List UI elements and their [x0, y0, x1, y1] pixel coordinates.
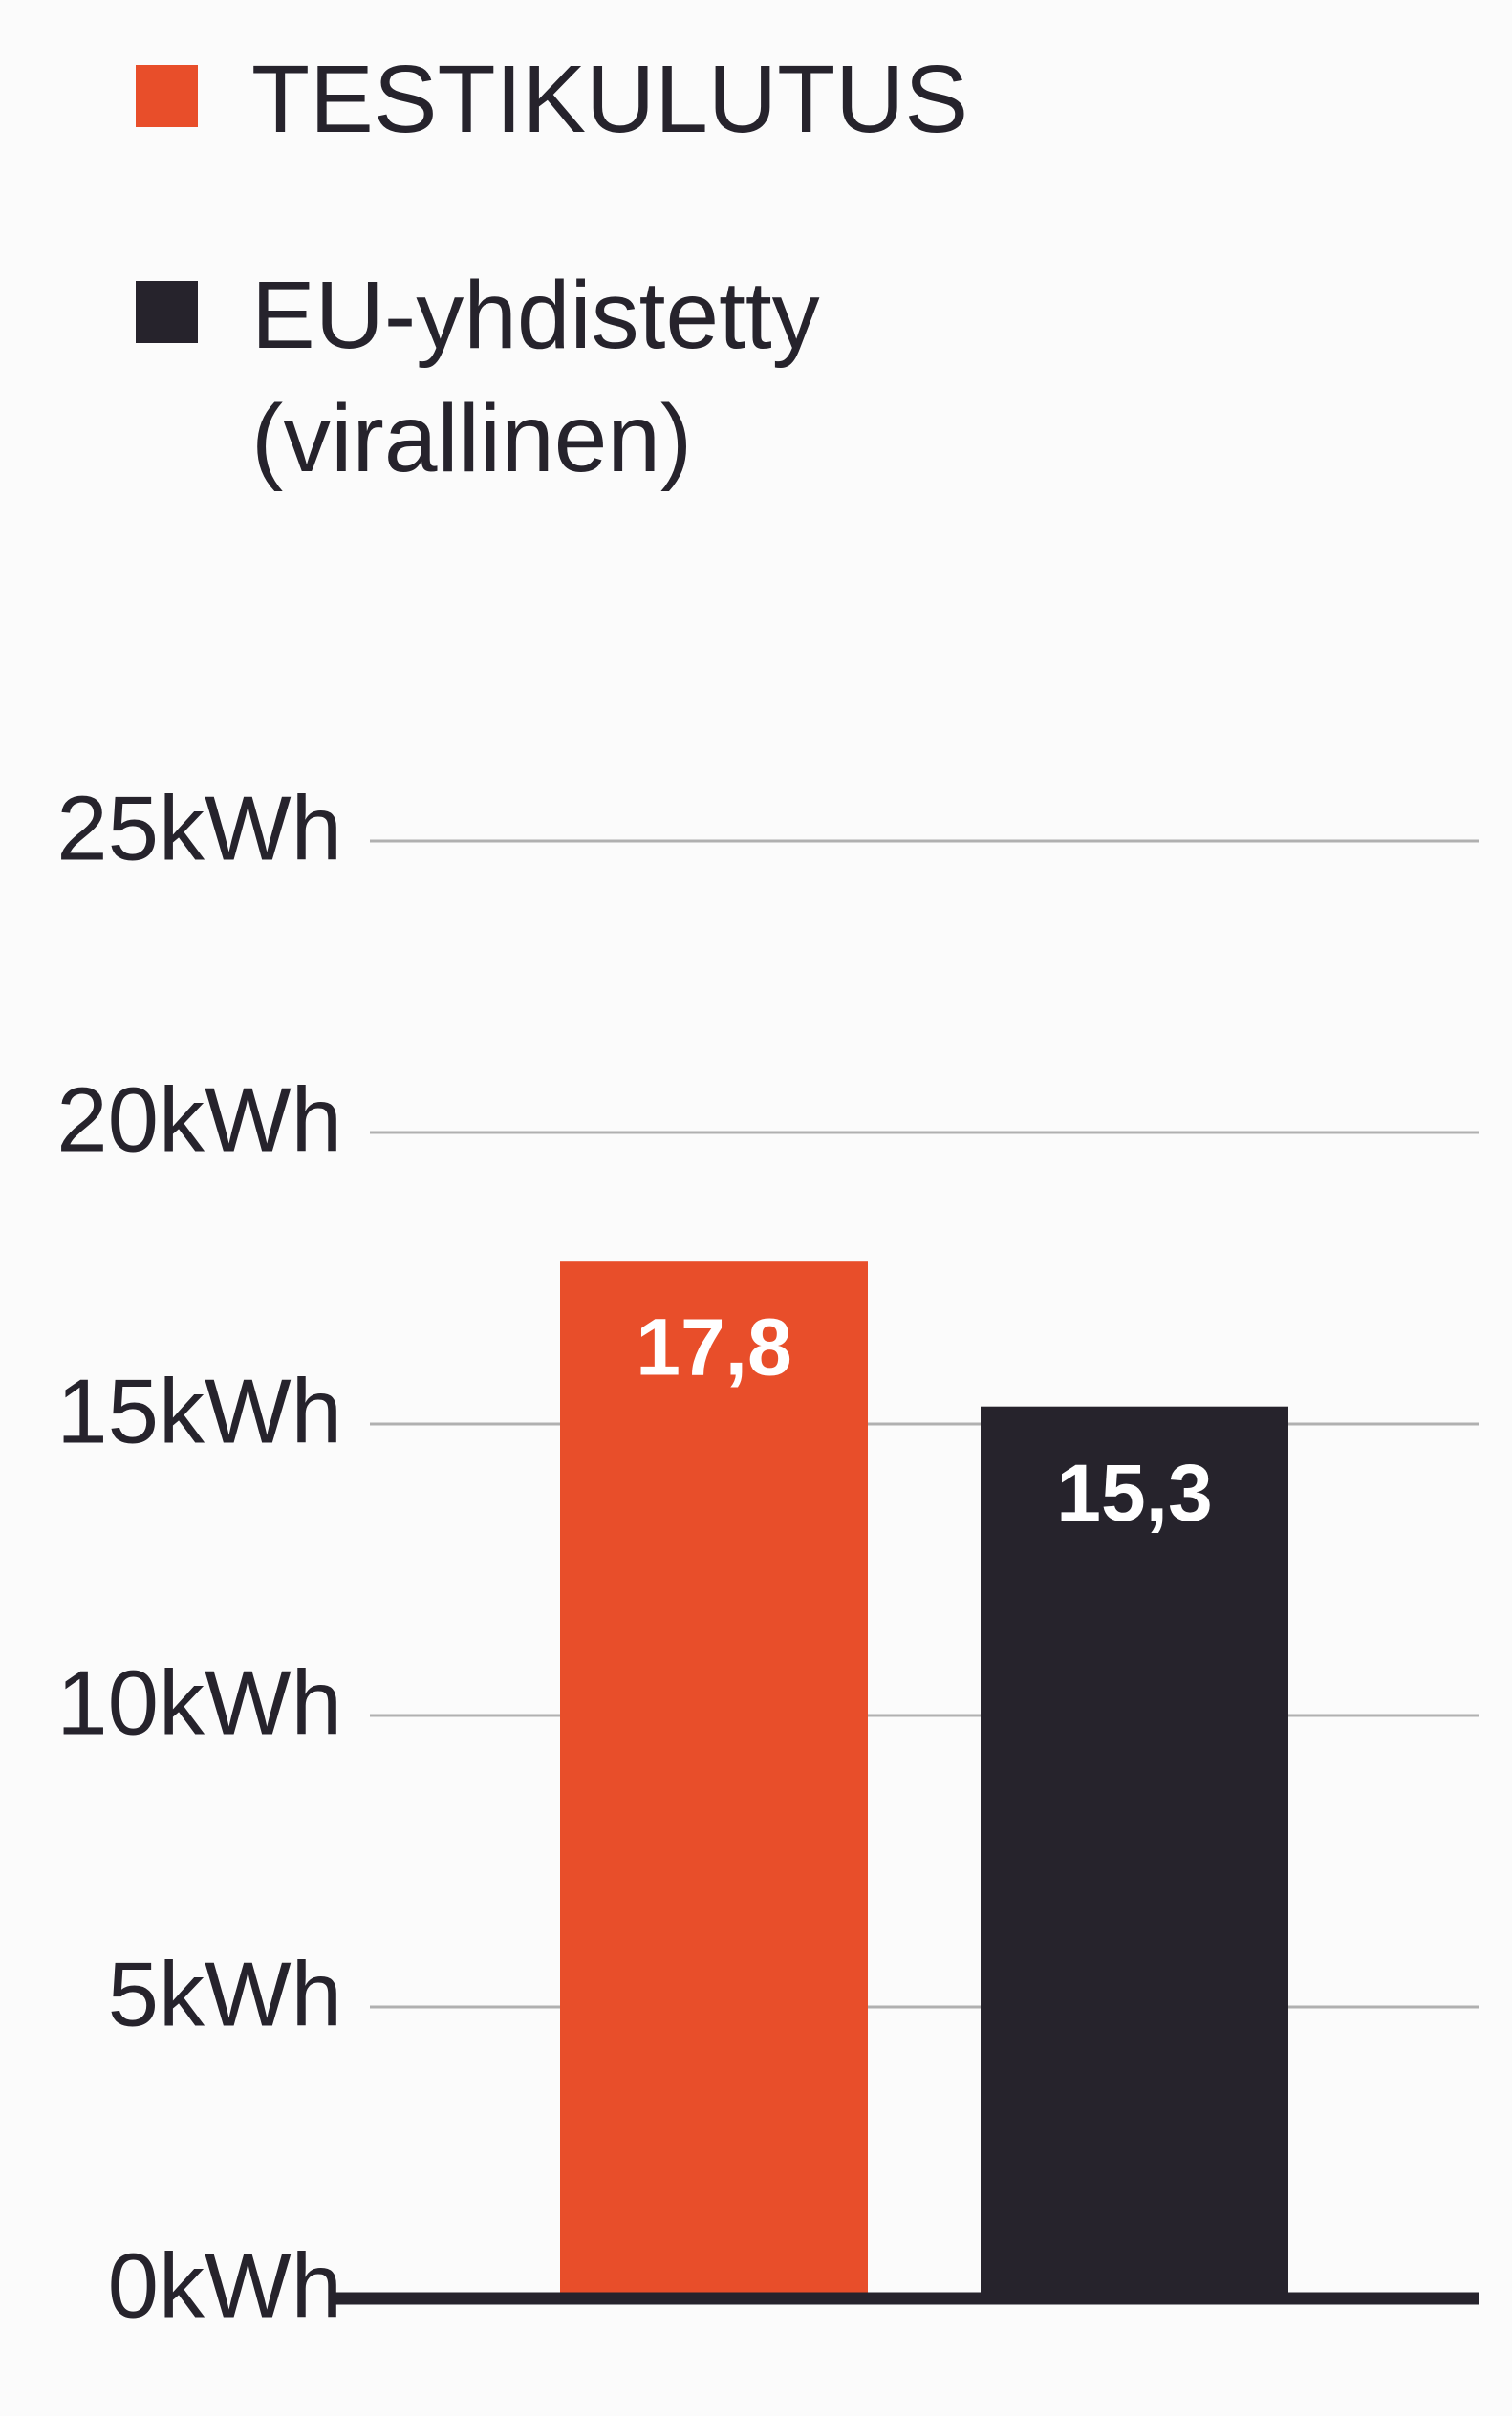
y-tick-label: 25kWh	[56, 777, 342, 879]
legend-swatch	[136, 281, 198, 343]
legend-label: TESTIKULUTUS	[251, 46, 969, 153]
y-tick-label: 0kWh	[108, 2234, 342, 2337]
y-tick-label: 20kWh	[56, 1068, 342, 1171]
legend-item: TESTIKULUTUS	[136, 38, 1112, 162]
y-tick-label: 5kWh	[108, 1943, 342, 2045]
value-label: 17,8	[636, 1302, 792, 1391]
legend-swatch	[136, 65, 198, 127]
bar	[560, 1261, 868, 2298]
bar	[981, 1406, 1288, 2298]
value-label: 15,3	[1056, 1448, 1213, 1538]
legend-item: EU-yhdistetty (virallinen)	[136, 254, 1112, 501]
y-tick-label: 10kWh	[56, 1651, 342, 1754]
y-tick-label: 15kWh	[56, 1360, 342, 1462]
legend-label: EU-yhdistetty (virallinen)	[251, 262, 820, 492]
